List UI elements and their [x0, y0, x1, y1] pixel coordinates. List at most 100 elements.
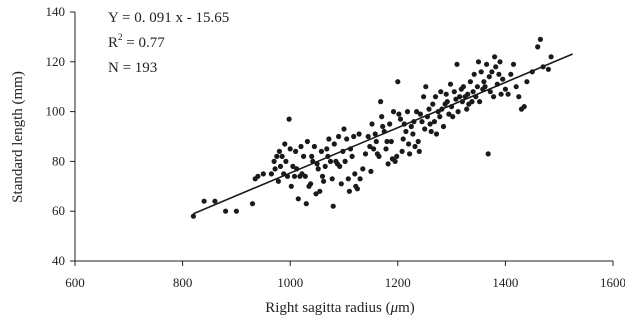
- x-tick-label: 1000: [277, 275, 303, 290]
- data-point: [492, 54, 498, 60]
- data-point: [508, 71, 514, 77]
- data-point: [513, 84, 519, 90]
- data-point: [304, 138, 310, 145]
- y-axis-label: Standard length (mm): [10, 71, 26, 203]
- data-point: [311, 143, 317, 150]
- data-point: [212, 198, 218, 204]
- data-point: [274, 153, 280, 159]
- data-point: [223, 208, 229, 214]
- data-point: [505, 91, 511, 97]
- data-point: [478, 69, 484, 75]
- data-point: [415, 138, 421, 145]
- data-point: [470, 89, 476, 95]
- data-point: [521, 104, 527, 110]
- r-squared-annotation: R2 = 0.77: [108, 32, 165, 51]
- data-point: [327, 158, 334, 164]
- data-point: [357, 176, 363, 182]
- data-point: [416, 148, 422, 154]
- data-point: [331, 141, 337, 147]
- data-point: [388, 138, 394, 145]
- equation-annotation: Y = 0. 091 x - 15.65: [108, 10, 229, 26]
- data-point: [279, 153, 285, 159]
- data-point: [427, 121, 433, 127]
- data-point: [404, 109, 411, 115]
- plot-area: 600 800 1000 1200 1400 1600 40 60 80 100 120 140: [46, 4, 625, 290]
- data-point: [367, 143, 373, 150]
- data-point: [290, 163, 296, 169]
- data-point: [417, 111, 423, 117]
- y-tick-label: 140: [46, 4, 66, 19]
- data-point: [537, 36, 544, 43]
- data-point: [276, 148, 282, 154]
- x-tick-label: 600: [65, 275, 85, 290]
- data-point: [419, 119, 425, 125]
- data-point: [384, 138, 390, 145]
- data-point: [380, 123, 386, 130]
- data-point: [481, 79, 487, 85]
- data-point: [410, 131, 416, 137]
- data-point: [268, 171, 274, 177]
- data-point: [467, 79, 473, 85]
- data-point: [302, 173, 308, 179]
- data-point: [444, 99, 450, 105]
- data-point: [287, 146, 293, 152]
- y-axis-ticks: 40 60 80 100 120 140: [46, 4, 75, 268]
- data-point: [548, 54, 554, 60]
- data-point: [255, 173, 261, 179]
- data-point: [322, 163, 328, 169]
- data-point: [362, 151, 369, 157]
- data-point: [414, 109, 420, 115]
- data-point: [471, 71, 477, 77]
- data-point: [344, 136, 350, 142]
- data-point: [301, 153, 307, 159]
- data-point: [346, 188, 352, 194]
- data-point: [453, 96, 459, 102]
- data-point: [349, 153, 355, 159]
- data-point: [455, 109, 461, 115]
- data-point: [437, 114, 443, 120]
- data-point: [484, 61, 490, 67]
- x-tick-label: 1400: [492, 275, 518, 290]
- data-point: [342, 158, 348, 164]
- data-point: [201, 198, 207, 204]
- data-point: [469, 99, 475, 105]
- data-point: [524, 79, 530, 85]
- data-point: [426, 106, 432, 112]
- data-point: [545, 66, 552, 72]
- data-point: [345, 176, 351, 182]
- data-point: [376, 153, 382, 159]
- data-point: [385, 161, 391, 167]
- data-point: [485, 151, 491, 157]
- data-point: [352, 171, 358, 177]
- data-point: [397, 116, 404, 122]
- data-point: [510, 61, 517, 67]
- data-point: [394, 153, 400, 159]
- data-point: [465, 91, 471, 97]
- data-point: [190, 213, 196, 219]
- data-point: [464, 106, 470, 112]
- y-tick-label: 60: [52, 203, 65, 218]
- data-point: [428, 128, 434, 135]
- data-point: [330, 203, 336, 209]
- data-point: [433, 131, 440, 137]
- data-point: [360, 166, 366, 172]
- data-point: [272, 166, 278, 172]
- data-point: [351, 133, 357, 140]
- data-point: [440, 123, 447, 130]
- data-point: [432, 94, 439, 100]
- data-point: [407, 151, 413, 157]
- data-point: [378, 99, 384, 105]
- data-point: [421, 94, 427, 100]
- data-point: [486, 74, 492, 80]
- data-point: [341, 126, 347, 132]
- data-point: [309, 153, 315, 159]
- data-point: [313, 191, 319, 197]
- data-point: [516, 94, 522, 100]
- data-point: [403, 128, 409, 135]
- data-point: [271, 158, 277, 164]
- data-point: [497, 59, 503, 65]
- data-point: [491, 94, 497, 100]
- x-tick-label: 1200: [385, 275, 411, 290]
- data-point: [379, 114, 385, 120]
- n-annotation: N = 193: [108, 60, 157, 76]
